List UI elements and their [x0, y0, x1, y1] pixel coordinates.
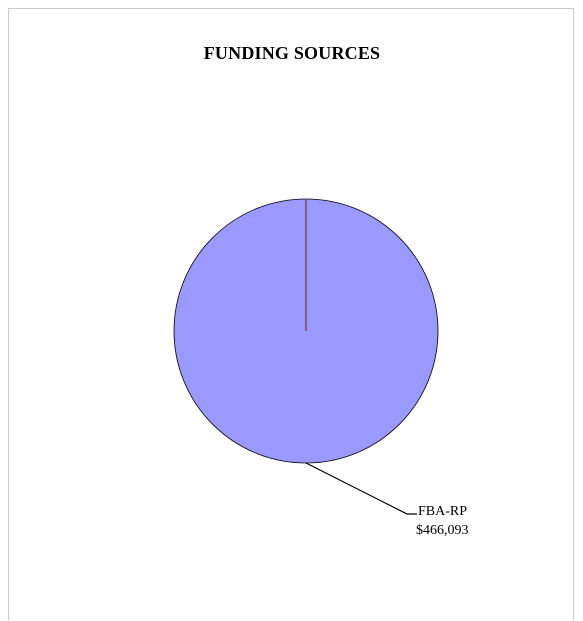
data-label-value: $466,093	[416, 523, 469, 538]
leader-line	[305, 462, 417, 515]
chart-frame: FUNDING SOURCES FBA-RP $466,093	[8, 8, 574, 620]
pie-chart: FBA-RP $466,093	[173, 198, 469, 538]
chart-title: FUNDING SOURCES	[203, 43, 381, 63]
data-label-name: FBA-RP	[418, 504, 467, 519]
